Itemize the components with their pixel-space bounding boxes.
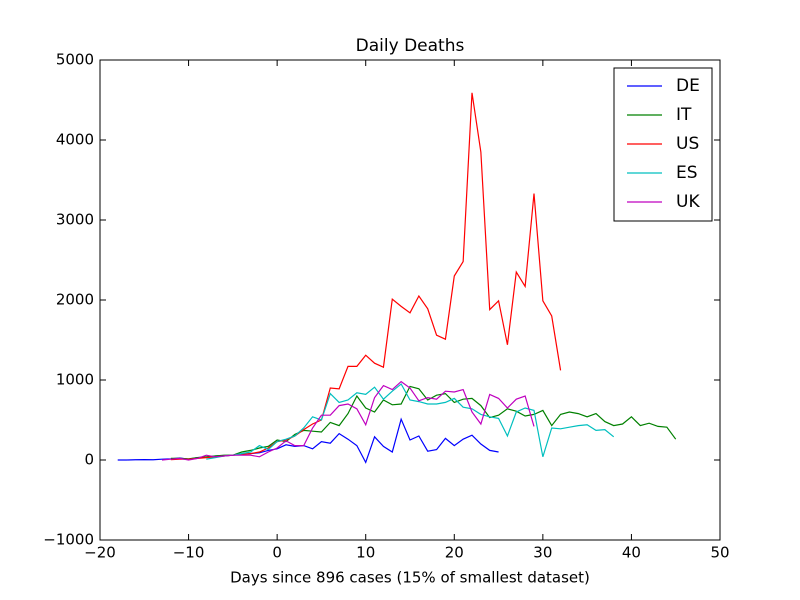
legend-label: IT (676, 105, 692, 125)
x-tick-label: 0 (272, 544, 282, 562)
plot-frame (99, 59, 721, 541)
x-axis-label: Days since 896 cases (15% of smallest da… (230, 569, 590, 587)
data-line (161, 380, 535, 461)
x-tick-label: 10 (356, 544, 375, 562)
y-tick-label: 2000 (56, 291, 94, 309)
x-tick-label: −20 (84, 544, 116, 562)
x-tick-label: 20 (445, 544, 464, 562)
y-tick-label: 4000 (56, 131, 94, 149)
x-tick-label: −10 (173, 544, 205, 562)
x-tick-label: 30 (533, 544, 552, 562)
y-tick-label: 1000 (56, 371, 94, 389)
chart-title: Daily Deaths (356, 36, 465, 56)
data-line (206, 383, 615, 460)
legend-label: UK (676, 192, 700, 212)
y-tick-label: 3000 (56, 211, 94, 229)
x-tick-label: 50 (710, 544, 729, 562)
legend-label: ES (676, 163, 698, 183)
legend-label: DE (676, 76, 700, 96)
legend-box (613, 67, 713, 222)
y-tick-label: −1000 (43, 531, 94, 549)
y-tick-label: 5000 (56, 51, 94, 69)
x-tick-label: 40 (622, 544, 641, 562)
y-tick-label: 0 (84, 451, 94, 469)
legend-label: US (676, 134, 699, 154)
